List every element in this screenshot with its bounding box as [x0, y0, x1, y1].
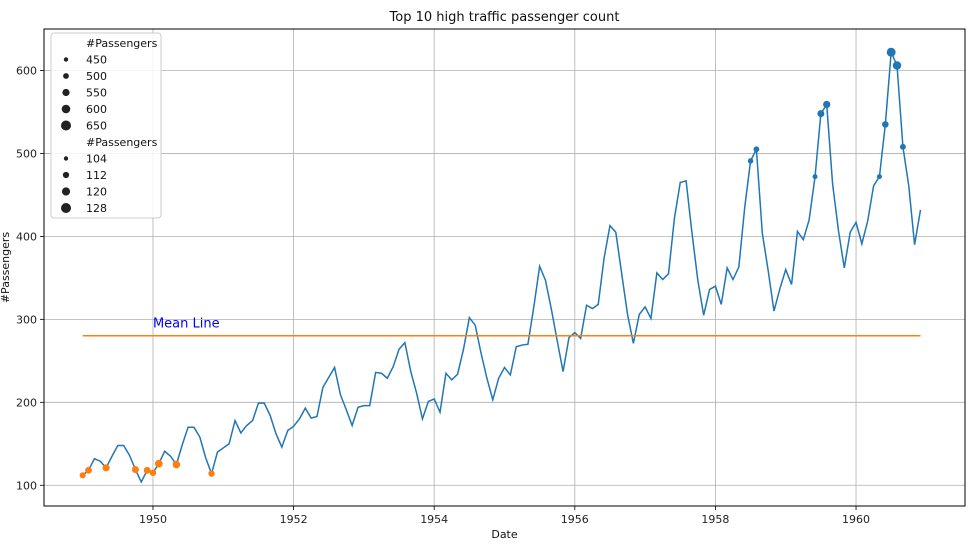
legend-size-marker: [62, 171, 70, 179]
axis-ticks: 1950 1952 1954 1956 1958 1960 100 200 300 400 500 6…: [16, 64, 870, 526]
legend-size-marker: [61, 104, 71, 114]
top-traffic-point: [892, 61, 902, 70]
low-traffic-point: [102, 464, 110, 472]
legend-entry-label: 128: [86, 202, 107, 215]
top-traffic-point: [812, 174, 818, 180]
top-traffic-point: [886, 47, 896, 57]
legend-size-marker: [63, 73, 69, 79]
top-traffic-point: [753, 146, 760, 153]
low-traffic-point: [79, 472, 86, 479]
legend-size-marker: [61, 203, 71, 213]
legend-size-marker: [61, 187, 71, 196]
y-tick-label: 100: [16, 479, 37, 492]
series-layer: [82, 51, 922, 484]
x-tick-label: 1954: [420, 513, 448, 526]
markers-layer: [79, 47, 906, 479]
low-traffic-point: [143, 466, 151, 474]
top-traffic-point: [899, 143, 906, 150]
legend-entry-label: 120: [86, 186, 107, 199]
legend-entry-label: 550: [86, 87, 107, 100]
top-traffic-point: [823, 100, 831, 109]
y-tick-label: 500: [16, 147, 37, 160]
legend-entry-label: 112: [86, 169, 107, 182]
low-traffic-point: [154, 459, 163, 468]
passengers-line: [82, 51, 922, 484]
top-traffic-point: [876, 174, 882, 180]
legend-size-marker: [61, 120, 71, 131]
legend-entry-label: 104: [86, 153, 107, 166]
x-tick-label: 1956: [561, 513, 589, 526]
legend-entry-label: 450: [86, 54, 107, 67]
low-traffic-point: [172, 460, 181, 469]
x-tick-label: 1960: [842, 513, 870, 526]
legend-size-marker: [63, 156, 69, 161]
legend-entry-label: 650: [86, 120, 107, 133]
legend: #Passengers 450 500 550 600 650 #Passengers 104…: [50, 32, 162, 219]
x-tick-label: 1958: [701, 513, 729, 526]
y-tick-label: 400: [16, 230, 37, 243]
y-tick-label: 300: [16, 313, 37, 326]
plot-frame: [43, 28, 966, 507]
legend-entry-label: 500: [86, 70, 107, 83]
x-tick-label: 1950: [139, 513, 167, 526]
legend-group-title: #Passengers: [86, 37, 158, 50]
x-tick-label: 1952: [280, 513, 308, 526]
top-traffic-point: [817, 110, 825, 118]
legend-size-marker: [62, 88, 70, 97]
y-tick-label: 600: [16, 64, 37, 77]
legend-group-title: #Passengers: [86, 136, 158, 149]
legend-size-marker: [63, 57, 69, 62]
legend-box: [50, 32, 162, 219]
grid-lines: [44, 29, 965, 506]
low-traffic-point: [131, 466, 139, 473]
top-traffic-point: [747, 158, 754, 164]
x-axis-label: Date: [491, 528, 518, 541]
mean-line-label: Mean Line: [153, 317, 220, 332]
y-axis-label: #Passengers: [0, 232, 12, 304]
legend-entry-label: 600: [86, 103, 107, 116]
low-traffic-point: [85, 466, 92, 474]
low-traffic-point: [149, 469, 157, 477]
annotations: Mean Line: [153, 317, 220, 332]
chart-title: Top 10 high traffic passenger count: [389, 10, 620, 25]
top-traffic-point: [882, 121, 889, 128]
low-traffic-point: [208, 470, 215, 477]
y-tick-label: 200: [16, 396, 37, 409]
